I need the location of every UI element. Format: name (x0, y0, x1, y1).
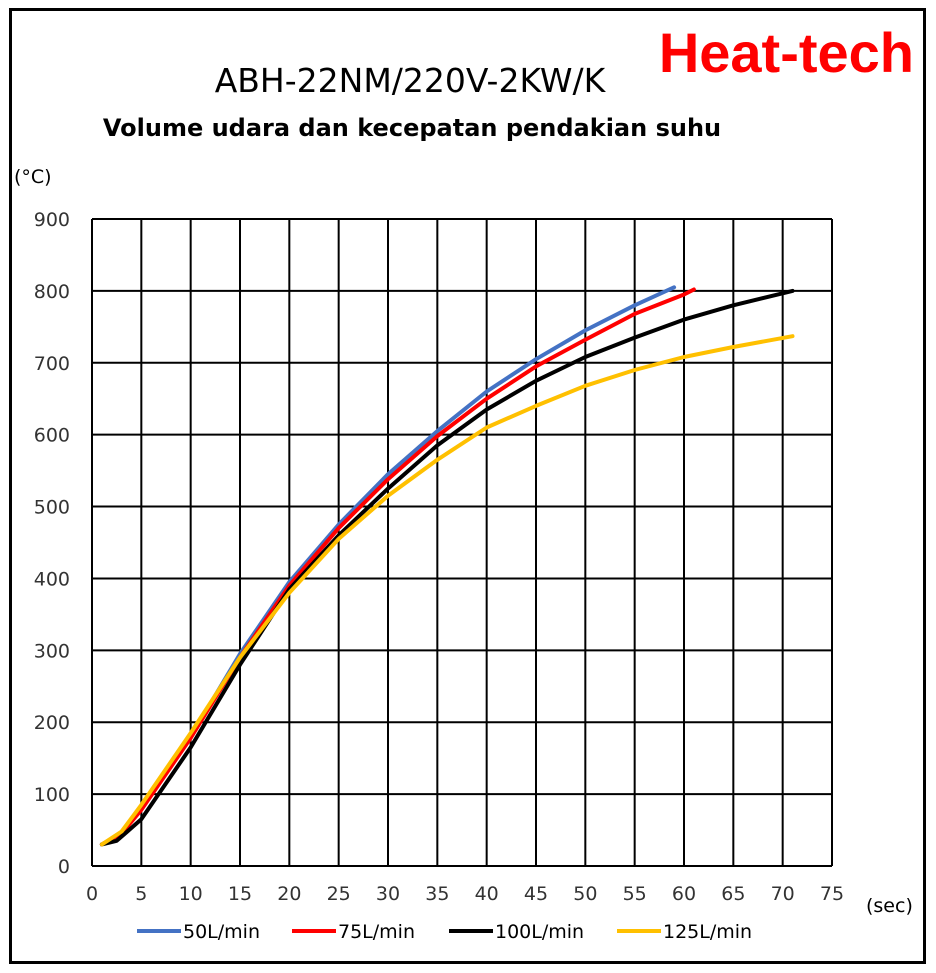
series-line-75lmin (99, 287, 696, 847)
y-axis-label: (°C) (14, 166, 52, 188)
x-tick-label: 45 (524, 883, 548, 905)
x-axis-label: (sec) (866, 895, 913, 917)
x-tick-label: 35 (425, 883, 449, 905)
series-line-125lmin (99, 334, 795, 847)
y-tick-label: 100 (34, 784, 70, 806)
x-tick-label: 50 (573, 883, 597, 905)
y-tick-label: 500 (34, 497, 70, 519)
x-tick-label: 55 (623, 883, 647, 905)
x-tick-label: 70 (771, 883, 795, 905)
x-tick-label: 10 (179, 883, 203, 905)
x-tick-label: 5 (135, 883, 147, 905)
y-tick-label: 800 (34, 281, 70, 303)
x-tick-label: 60 (672, 883, 696, 905)
y-tick-label: 300 (34, 640, 70, 662)
x-tick-label: 40 (475, 883, 499, 905)
x-tick-label: 30 (376, 883, 400, 905)
legend-label: 50L/min (183, 921, 260, 943)
x-tick-label: 75 (820, 883, 844, 905)
chart-subtitle: Volume udara dan kecepatan pendakian suh… (103, 114, 721, 142)
x-tick-label: 20 (277, 883, 301, 905)
brand-logo: Heat-tech (659, 21, 914, 84)
legend-label: 125L/min (663, 921, 752, 943)
chart-title: ABH-22NM/220V-2KW/K (215, 61, 607, 100)
y-tick-label: 400 (34, 568, 70, 590)
y-tick-label: 200 (34, 712, 70, 734)
y-tick-label: 0 (58, 856, 70, 878)
y-tick-label: 700 (34, 353, 70, 375)
x-tick-label: 65 (721, 883, 745, 905)
x-tick-label: 25 (327, 883, 351, 905)
series-line-100lmin (99, 288, 795, 847)
x-tick-label: 15 (228, 883, 252, 905)
x-tick-label: 0 (86, 883, 98, 905)
legend-label: 100L/min (495, 921, 584, 943)
y-tick-label: 600 (34, 425, 70, 447)
y-tick-label: 900 (34, 209, 70, 231)
chart-frame (9, 8, 926, 964)
legend-label: 75L/min (338, 921, 415, 943)
